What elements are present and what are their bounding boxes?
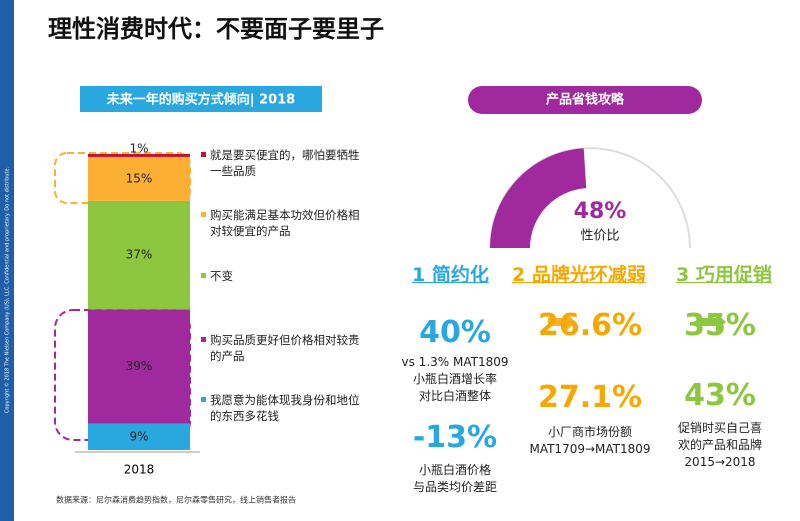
stat-value: 27.1% — [537, 380, 643, 415]
stat-text: 2015→2018 — [684, 455, 756, 469]
tip-heading: 1 简约化 — [412, 264, 489, 286]
stat-value: 40% — [419, 315, 491, 350]
bar-segment — [88, 156, 190, 201]
stat-value: 35% — [684, 308, 756, 343]
bar-segment — [88, 423, 190, 450]
value-label: 15% — [126, 171, 153, 185]
value-label: 39% — [126, 359, 153, 373]
legend-marker — [201, 152, 206, 157]
arrow — [548, 313, 576, 331]
value-label: 1% — [129, 142, 148, 156]
stat-text: 与品类均价差距 — [412, 480, 497, 494]
stat-text: 小瓶白酒增长率 — [412, 372, 497, 386]
legend-label: 我愿意为能体现我身份和地位的东西多花钱 — [210, 393, 360, 423]
side-band — [0, 0, 14, 521]
tip-heading: 2 品牌光环减弱 — [512, 264, 646, 286]
stat-text: vs 1.3% MAT1809 — [401, 355, 509, 369]
stat-value: 43% — [684, 378, 756, 413]
bar-segment — [88, 200, 190, 310]
stat-text: 小厂商市场份额 — [547, 425, 632, 439]
stat-text: 小瓶白酒价格 — [418, 463, 491, 477]
title: 理性消费时代：不要面子要里子 — [48, 15, 384, 43]
stat-value: 26.6% — [537, 308, 643, 343]
copyright: Copyright © 2018 The Nielsen Company (US… — [4, 166, 11, 413]
legend-label: 购买品质更好但价格相对较贵的产品 — [210, 333, 360, 363]
value-label: 37% — [126, 248, 153, 262]
legend-label: 就是要买便宜的，哪怕要牺牲一些品质 — [210, 148, 360, 178]
stat-value: -13% — [412, 420, 498, 455]
right-header: 产品省钱攻略 — [546, 92, 625, 108]
legend-marker — [201, 397, 206, 402]
highlight-box — [54, 152, 191, 204]
x-tick-label: 2018 — [124, 463, 155, 477]
stat-text: 欢的产品和品牌 — [677, 438, 762, 452]
legend-marker — [201, 273, 206, 278]
legend-label: 不变 — [210, 269, 233, 283]
left-header: 未来一年的购买方式倾向| 2018 — [106, 92, 295, 108]
source: 数据来源：尼尔森消费趋势指数，尼尔森零售研究，线上销售者报告 — [56, 495, 296, 505]
arrow — [698, 313, 726, 331]
stat-text: MAT1709→MAT1809 — [529, 442, 651, 456]
value-label: 9% — [129, 429, 148, 443]
right-header-bg — [468, 86, 702, 114]
gauge-value: 48% — [574, 199, 627, 224]
legend-marker — [201, 337, 206, 342]
bar-segment — [88, 309, 190, 424]
legend-label: 购买能满足基本功效但价格相对较便宜的产品 — [210, 208, 360, 238]
tip-heading: 3 巧用促销 — [676, 264, 772, 286]
stat-text: 对比白酒整体 — [418, 389, 491, 403]
legend-marker — [201, 212, 206, 217]
bar-segment — [88, 154, 190, 157]
gauge-fill — [490, 148, 587, 248]
left-header-bg — [80, 86, 322, 112]
gauge-label: 性价比 — [580, 229, 619, 244]
stat-text: 促销时买自己喜 — [677, 421, 762, 435]
